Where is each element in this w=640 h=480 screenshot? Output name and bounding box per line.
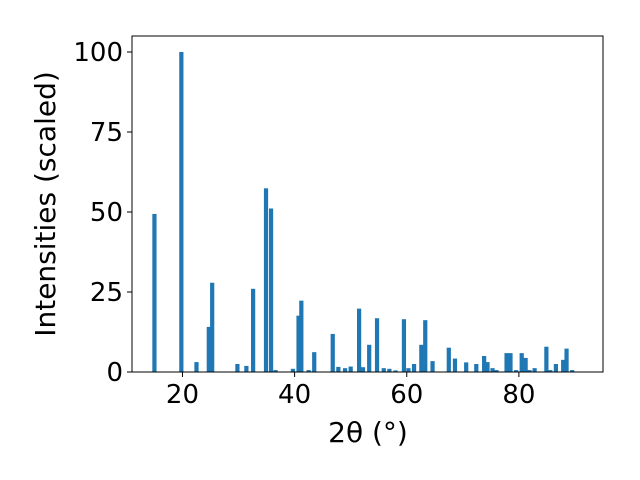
bar-20: [356, 308, 362, 372]
bar-38: [485, 362, 490, 372]
bar-1: [179, 52, 184, 372]
bar-39: [490, 368, 495, 372]
bar-29: [411, 364, 417, 372]
bar-34: [452, 358, 458, 372]
y-tick-label-1: 25: [90, 278, 123, 308]
bar-40: [494, 370, 499, 372]
bar-48: [544, 346, 549, 372]
x-tick-label-1: 40: [278, 380, 311, 410]
bar-37: [482, 356, 487, 372]
y-tick-label-2: 50: [90, 198, 123, 228]
bar-50: [553, 364, 559, 372]
bar-31: [423, 320, 428, 372]
bar-11: [290, 368, 296, 372]
bar-6: [244, 365, 249, 372]
x-tick-label-2: 60: [390, 380, 423, 410]
bar-21: [360, 367, 366, 372]
bar-24: [381, 368, 386, 372]
x-tick-label-0: 20: [166, 380, 199, 410]
y-axis-ticks: 0 25 50 75 100: [73, 38, 132, 388]
bar-12: [296, 315, 301, 372]
bar-26: [393, 370, 398, 372]
x-tick-label-3: 80: [502, 380, 535, 410]
bar-2: [194, 362, 199, 372]
bar-3: [206, 326, 211, 372]
bar-45: [523, 357, 528, 372]
plot-frame: [131, 35, 604, 373]
bar-42: [508, 353, 513, 372]
bar-46: [527, 370, 532, 372]
bar-28: [406, 368, 411, 372]
bar-32: [430, 361, 435, 372]
x-axis-ticks: 20 40 60 80: [166, 372, 535, 410]
bar-41: [504, 353, 509, 372]
bar-0: [152, 213, 157, 372]
bar-49: [548, 370, 553, 372]
bar-5: [235, 364, 240, 372]
bar-15: [312, 352, 317, 372]
bar-44: [519, 353, 524, 372]
bar-43: [513, 370, 519, 372]
bar-13: [299, 300, 304, 372]
bar-33: [446, 347, 451, 372]
bar-18: [342, 368, 348, 372]
bar-8: [263, 188, 269, 372]
bar-14: [306, 370, 311, 372]
bars-group: [152, 52, 575, 372]
bar-30: [419, 344, 424, 372]
bar-25: [387, 368, 392, 372]
y-tick-label-3: 75: [90, 118, 123, 148]
bar-52: [564, 348, 569, 372]
x-axis-label: 2θ (°): [328, 416, 408, 449]
y-tick-label-0: 0: [106, 358, 123, 388]
bar-35: [464, 362, 469, 372]
bar-47: [532, 368, 537, 372]
y-tick-label-4: 100: [73, 38, 123, 68]
bar-10: [273, 370, 278, 372]
bar-51: [561, 359, 566, 372]
y-axis-label: Intensities (scaled): [29, 71, 62, 337]
bar-4: [210, 282, 215, 372]
bar-17: [336, 366, 341, 372]
bar-36: [474, 364, 479, 372]
bar-19: [348, 366, 353, 372]
bar-22: [367, 344, 372, 372]
bar-53: [570, 370, 575, 372]
bar-16: [330, 333, 335, 372]
bar-7: [251, 288, 256, 372]
bar-27: [401, 319, 407, 372]
bar-9: [268, 208, 274, 372]
bar-23: [374, 318, 380, 372]
